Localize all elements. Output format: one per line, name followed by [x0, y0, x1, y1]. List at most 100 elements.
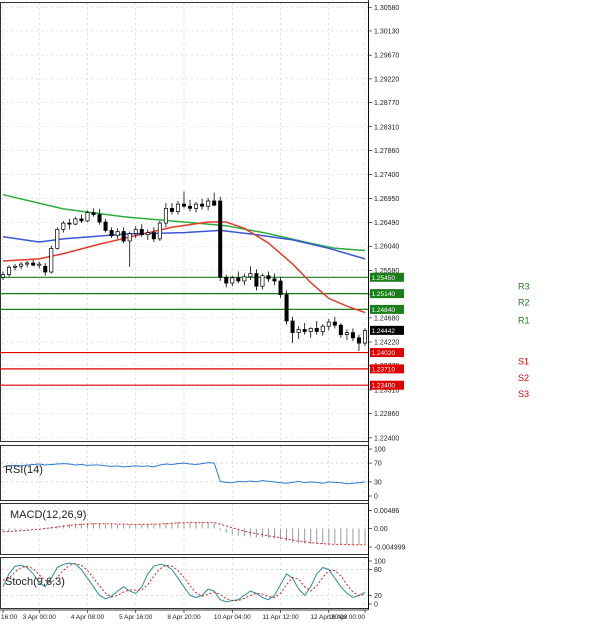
- level-price-tag: [370, 289, 404, 299]
- macd-y-tick-label: 0.00486: [374, 508, 399, 515]
- candle-body: [344, 332, 349, 336]
- rsi-y-tick-label: 100: [374, 447, 386, 454]
- candle-body: [230, 277, 235, 284]
- moving-average-line: [2, 193, 366, 252]
- candle-body: [320, 325, 325, 332]
- y-tick-label: 1.25580: [374, 268, 399, 275]
- y-tick-label: 1.28310: [374, 124, 399, 131]
- candle-body: [284, 294, 289, 322]
- y-tick-label: 1.30130: [374, 28, 399, 35]
- candle-body: [314, 328, 319, 332]
- candle-body: [332, 321, 337, 326]
- candle-body: [67, 222, 72, 225]
- candle-body: [350, 332, 355, 339]
- candle-body: [103, 221, 108, 231]
- candle-body: [242, 276, 247, 282]
- level-price-label: 1.25450: [372, 275, 396, 282]
- candle-body: [73, 218, 78, 225]
- x-tick-label: 10 Apr 04:00: [214, 614, 251, 621]
- candle-body: [181, 203, 187, 207]
- y-tick-label: 1.28770: [374, 100, 399, 107]
- level-price-label: 1.23400: [372, 383, 396, 390]
- level-name-r1: R1: [518, 315, 530, 325]
- level-name-s3: S3: [518, 389, 529, 399]
- candle-body: [302, 329, 307, 332]
- level-price-tag: [370, 304, 404, 314]
- y-tick-label: 1.22860: [374, 411, 399, 418]
- candle-body: [127, 233, 132, 242]
- stoch-y-tick-label: 80: [374, 567, 382, 574]
- candle-body: [97, 214, 102, 223]
- candle-body: [200, 203, 205, 207]
- macd-y-tick-label: 0.00: [374, 526, 388, 533]
- x-tick-label: 16:00: [1, 614, 18, 621]
- candle-body: [37, 263, 42, 266]
- x-tick-label: 4 Apr 08:00: [71, 614, 105, 621]
- candle-body: [362, 330, 368, 344]
- rsi-y-tick-label: 0: [374, 494, 378, 501]
- candle-body: [25, 262, 30, 265]
- candle-body: [224, 276, 229, 284]
- current-price-tag: [370, 325, 404, 335]
- y-tick-label: 1.24220: [374, 340, 399, 347]
- x-tick-label: 3 Apr 00:00: [23, 614, 57, 621]
- level-price-tag: [370, 348, 404, 358]
- x-tick-label: 16 Apr 00:00: [328, 614, 365, 621]
- candle-body: [266, 275, 271, 280]
- y-tick-label: 1.24680: [374, 315, 399, 322]
- level-name-s2: S2: [518, 373, 529, 383]
- macd-title: MACD(12,26,9): [10, 509, 86, 521]
- stoch-y-tick-label: 100: [374, 559, 386, 566]
- candle-body: [133, 229, 138, 234]
- candle-body: [169, 207, 174, 212]
- candle-body: [157, 222, 162, 240]
- x-tick-label: 11 Apr 12:00: [262, 614, 299, 621]
- candle-body: [91, 212, 96, 216]
- candle-body: [61, 222, 66, 230]
- candle-body: [338, 324, 343, 336]
- y-tick-label: 1.29670: [374, 53, 399, 60]
- candle-body: [175, 203, 180, 212]
- y-tick-label: 1.22400: [374, 435, 399, 442]
- candle-body: [236, 277, 241, 282]
- candle-body: [85, 212, 90, 222]
- candle-body: [206, 200, 211, 207]
- macd-signal-line: [2, 522, 365, 546]
- candle-body: [19, 263, 24, 267]
- candle-body: [163, 207, 168, 224]
- candle-body: [326, 321, 331, 327]
- candle-body: [188, 205, 193, 209]
- level-price-tag: [370, 272, 404, 282]
- candle-body: [109, 230, 114, 237]
- candle-body: [254, 273, 259, 287]
- level-price-label: 1.23710: [372, 366, 396, 373]
- level-price-label: 1.25140: [372, 291, 396, 298]
- rsi-title: RSI(14): [5, 464, 43, 476]
- level-name-r3: R3: [518, 281, 530, 291]
- candle-body: [151, 232, 156, 240]
- stoch-k-line: [2, 562, 366, 603]
- candle-body: [290, 320, 295, 333]
- candle-body: [49, 247, 54, 273]
- y-tick-label: 1.26490: [374, 220, 399, 227]
- y-tick-label: 1.26040: [374, 244, 399, 251]
- x-tick-label: 8 Apr 20:00: [167, 614, 201, 621]
- candle-body: [55, 229, 60, 249]
- candle-body: [308, 328, 313, 332]
- candle-body: [278, 280, 283, 296]
- rsi-line: [2, 462, 366, 485]
- stoch-y-tick-label: 20: [374, 593, 382, 600]
- candle-body: [260, 275, 265, 287]
- y-tick-label: 1.27400: [374, 172, 399, 179]
- rsi-y-tick-label: 30: [374, 479, 382, 486]
- level-name-r2: R2: [518, 298, 530, 308]
- level-name-s1: S1: [518, 357, 529, 367]
- candle-body: [248, 273, 253, 278]
- candle-body: [356, 337, 361, 344]
- rsi-y-tick-label: 70: [374, 461, 382, 468]
- candle-body: [272, 278, 277, 282]
- x-tick-label: 5 Apr 16:00: [119, 614, 153, 621]
- candle-body: [13, 265, 18, 268]
